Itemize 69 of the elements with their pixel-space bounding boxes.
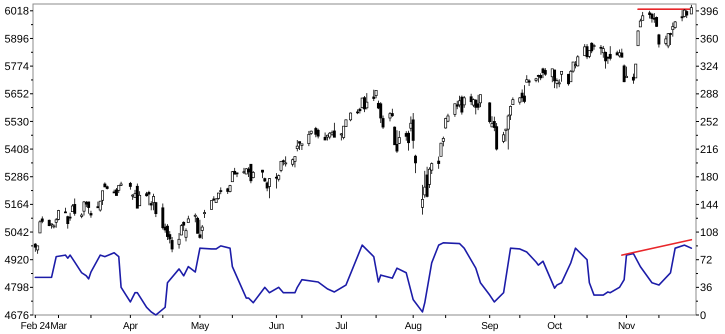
- y-tick-label: 6018: [4, 6, 29, 18]
- x-tick-label: Jun: [268, 321, 284, 332]
- x-tick-label: Aug: [404, 321, 422, 332]
- x-tick-label: Jul: [335, 321, 348, 332]
- y-tick-label: 4920: [4, 254, 29, 267]
- y-tick-label: 5042: [4, 226, 29, 239]
- candlestick: [249, 164, 252, 184]
- y-tick-label: 5286: [4, 172, 29, 184]
- candlestick: [657, 34, 660, 48]
- candlestick: [600, 44, 602, 56]
- candlestick: [294, 156, 296, 168]
- x-tick-label: Sep: [481, 321, 499, 332]
- candlestick: [622, 64, 626, 83]
- y-tick-label: 5896: [4, 33, 29, 46]
- y2-tick-label: 72: [700, 254, 712, 267]
- candlestick: [316, 128, 320, 139]
- candlestick: [196, 216, 200, 234]
- y2-tick-label: 324: [700, 61, 718, 74]
- y-tick-label: 5774: [4, 60, 29, 73]
- candlestick: [38, 220, 42, 234]
- y2-tick-label: 216: [700, 144, 718, 156]
- candlestick: [488, 102, 492, 124]
- candlestick: [307, 130, 310, 147]
- y2-tick-label: 144: [700, 199, 718, 212]
- candlestick: [542, 67, 544, 79]
- y2-tick-label: 288: [700, 88, 718, 101]
- candlestick: [426, 166, 429, 198]
- y2-tick-label: 360: [700, 33, 718, 46]
- candlestick: [396, 130, 398, 154]
- candlestick: [198, 219, 202, 240]
- y2-tick-label: 252: [700, 116, 718, 128]
- candlestick: [553, 69, 556, 88]
- candlestick: [388, 112, 392, 122]
- candlestick: [152, 193, 155, 211]
- x-tick-label: Nov: [618, 321, 636, 332]
- candlestick: [247, 166, 250, 178]
- candlestick: [203, 209, 206, 218]
- y-tick-label: 5408: [4, 144, 29, 156]
- y2-tick-label: 108: [700, 226, 718, 239]
- candlestick: [478, 94, 482, 108]
- y-tick-label: 5530: [4, 116, 29, 128]
- candlestick: [470, 93, 473, 106]
- y2-tick-label: 180: [700, 172, 718, 184]
- candlestick: [476, 94, 480, 110]
- candlestick: [437, 156, 440, 170]
- x-tick-label: Mar: [50, 321, 68, 332]
- y-tick-label: 4798: [4, 282, 29, 294]
- y2-tick-label: 36: [700, 282, 712, 294]
- candlestick: [365, 92, 368, 110]
- candlestick: [414, 154, 417, 174]
- y-tick-label: 4676: [4, 310, 29, 322]
- candlestick: [520, 89, 524, 103]
- y-tick-label: 5652: [4, 88, 29, 101]
- y2-tick-label: 396: [700, 6, 718, 18]
- candlestick: [230, 170, 234, 182]
- candlestick: [90, 210, 92, 218]
- y2-tick-label: 0: [700, 310, 706, 322]
- line-series: [34, 242, 692, 316]
- x-tick-label: May: [190, 321, 210, 332]
- x-tick-label: Oct: [547, 321, 562, 332]
- candlestick: [453, 103, 456, 118]
- y-tick-label: 5164: [4, 199, 29, 212]
- candlestick: [608, 46, 612, 61]
- candlestick: [625, 66, 628, 78]
- x-tick-label: Feb 24: [20, 321, 51, 332]
- candlestick: [502, 131, 506, 144]
- x-tick-label: Apr: [123, 321, 139, 332]
- candlestick: [666, 32, 670, 49]
- candlestick: [636, 30, 640, 46]
